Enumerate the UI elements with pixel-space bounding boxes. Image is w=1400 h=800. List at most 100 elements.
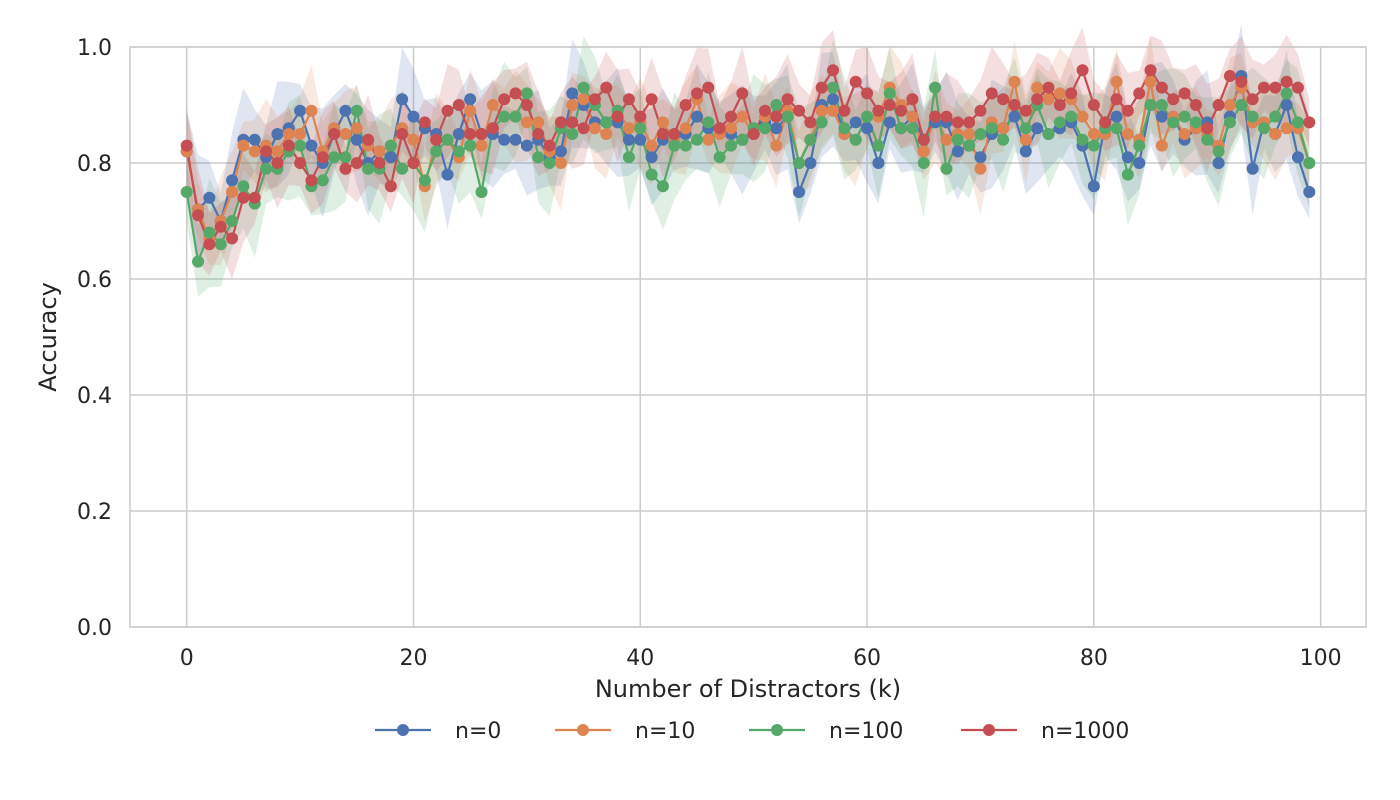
- point-n-0: [645, 151, 658, 164]
- legend-item-n-1000: n=1000: [961, 719, 1129, 744]
- point-n-0: [1303, 186, 1316, 198]
- legend-label: n=1000: [1041, 719, 1129, 744]
- point-n-100: [600, 116, 613, 129]
- point-n-1000: [226, 232, 239, 245]
- point-n-1000: [690, 87, 703, 100]
- x-tick-label: 80: [1080, 646, 1108, 671]
- point-n-0: [271, 128, 284, 140]
- point-n-0: [396, 93, 409, 106]
- point-n-0: [883, 116, 896, 129]
- point-n-100: [532, 151, 545, 164]
- point-n-100: [1257, 122, 1270, 135]
- point-n-100: [1076, 133, 1089, 146]
- point-n-1000: [396, 128, 409, 140]
- point-n-0: [452, 128, 465, 140]
- point-n-10: [475, 139, 488, 152]
- point-n-100: [929, 81, 942, 94]
- point-n-100: [997, 133, 1010, 146]
- point-n-0: [974, 151, 987, 164]
- point-n-1000: [1031, 93, 1044, 106]
- point-n-100: [1212, 145, 1225, 158]
- point-n-100: [339, 151, 352, 164]
- point-n-1000: [1246, 93, 1259, 106]
- point-n-1000: [1167, 93, 1180, 106]
- band-n-10: [186, 36, 1310, 266]
- point-n-100: [872, 139, 885, 152]
- point-n-1000: [883, 99, 896, 111]
- point-n-10: [350, 122, 363, 135]
- point-n-0: [951, 145, 964, 158]
- point-n-100: [520, 87, 533, 100]
- point-n-10: [963, 128, 976, 140]
- point-n-1000: [713, 122, 726, 135]
- point-n-0: [690, 110, 703, 123]
- point-n-1000: [793, 104, 806, 117]
- point-n-100: [577, 81, 590, 94]
- point-n-0: [464, 93, 477, 106]
- point-n-100: [656, 180, 669, 193]
- point-n-100: [1178, 110, 1191, 123]
- point-n-100: [1065, 110, 1078, 123]
- x-tick-label: 60: [853, 646, 881, 671]
- point-n-10: [1019, 133, 1032, 146]
- point-n-1000: [1087, 99, 1100, 111]
- legend-label: n=0: [455, 719, 501, 744]
- y-tick-label: 0.4: [77, 384, 112, 409]
- point-n-0: [1008, 110, 1021, 123]
- point-n-1000: [248, 191, 261, 204]
- point-n-1000: [475, 128, 488, 140]
- point-n-1000: [1280, 75, 1293, 88]
- point-n-100: [668, 139, 681, 152]
- point-n-0: [294, 104, 307, 117]
- point-n-1000: [1133, 87, 1146, 100]
- point-n-0: [1291, 151, 1304, 164]
- point-n-100: [328, 151, 341, 164]
- point-n-100: [509, 110, 522, 123]
- point-n-10: [237, 139, 250, 152]
- point-n-10: [645, 139, 658, 152]
- point-n-1000: [543, 139, 556, 152]
- point-n-0: [384, 151, 397, 164]
- point-n-10: [622, 122, 635, 135]
- point-n-100: [804, 133, 817, 146]
- point-n-10: [486, 99, 499, 111]
- point-n-0: [804, 157, 817, 169]
- point-n-100: [1167, 116, 1180, 129]
- point-n-10: [997, 122, 1010, 135]
- point-n-100: [1291, 116, 1304, 129]
- point-n-100: [793, 157, 806, 169]
- point-n-100: [827, 81, 840, 94]
- point-n-1000: [237, 191, 250, 204]
- point-n-100: [1155, 99, 1168, 111]
- point-n-100: [622, 151, 635, 164]
- point-n-1000: [645, 93, 658, 106]
- point-n-100: [770, 99, 783, 111]
- point-n-1000: [384, 180, 397, 193]
- point-n-100: [963, 139, 976, 152]
- legend-item-n-100: n=100: [749, 719, 903, 744]
- point-n-100: [543, 157, 556, 169]
- point-n-1000: [362, 133, 375, 146]
- legend-item-n-10: n=10: [555, 719, 695, 744]
- x-tick-label: 0: [180, 646, 194, 671]
- point-n-100: [736, 133, 749, 146]
- point-n-100: [679, 139, 692, 152]
- point-n-0: [350, 133, 363, 146]
- point-n-10: [520, 116, 533, 129]
- point-n-10: [724, 122, 737, 135]
- point-n-0: [554, 145, 567, 158]
- point-n-1000: [804, 116, 817, 129]
- point-n-100: [566, 128, 579, 140]
- point-n-1000: [1121, 104, 1134, 117]
- point-n-1000: [1303, 116, 1316, 129]
- point-n-100: [430, 145, 443, 158]
- point-n-1000: [679, 99, 692, 111]
- point-n-1000: [328, 128, 341, 140]
- point-n-10: [294, 128, 307, 140]
- point-n-10: [407, 133, 420, 146]
- point-n-1000: [214, 220, 227, 233]
- point-n-10: [373, 145, 386, 158]
- point-n-1000: [192, 209, 205, 222]
- point-n-10: [1155, 139, 1168, 152]
